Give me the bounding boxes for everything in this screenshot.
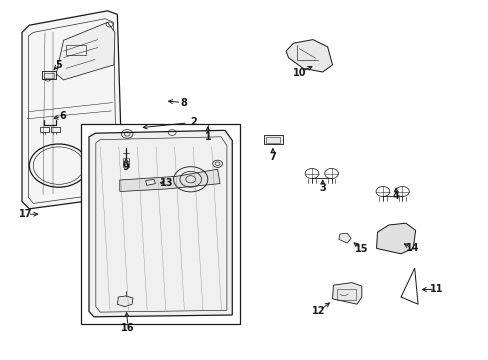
Polygon shape xyxy=(117,296,133,307)
Polygon shape xyxy=(22,11,122,209)
Text: 8: 8 xyxy=(180,98,186,108)
Text: 9: 9 xyxy=(122,162,129,172)
Text: 11: 11 xyxy=(429,284,443,294)
Text: 16: 16 xyxy=(121,323,135,333)
Polygon shape xyxy=(120,169,220,192)
Text: 13: 13 xyxy=(159,178,173,188)
Polygon shape xyxy=(56,22,115,80)
Text: 15: 15 xyxy=(354,244,368,254)
Text: 17: 17 xyxy=(19,209,33,219)
Text: 5: 5 xyxy=(55,60,62,70)
Bar xyxy=(51,127,60,132)
Bar xyxy=(40,127,49,132)
Bar xyxy=(66,45,85,55)
Polygon shape xyxy=(145,179,155,185)
Text: 2: 2 xyxy=(189,117,196,127)
Bar xyxy=(265,137,280,143)
Bar xyxy=(41,71,56,79)
Bar xyxy=(81,124,239,324)
Text: 10: 10 xyxy=(292,68,305,78)
Polygon shape xyxy=(89,130,232,317)
Bar xyxy=(337,289,355,300)
Text: 12: 12 xyxy=(311,306,325,316)
Text: 7: 7 xyxy=(269,152,276,162)
Text: 6: 6 xyxy=(59,111,66,121)
Text: 4: 4 xyxy=(392,191,399,201)
Bar xyxy=(44,73,54,78)
Polygon shape xyxy=(376,223,415,254)
Text: 3: 3 xyxy=(319,183,325,193)
Polygon shape xyxy=(332,283,361,304)
Polygon shape xyxy=(338,233,350,243)
Bar xyxy=(264,135,282,144)
Text: 14: 14 xyxy=(405,243,418,253)
Polygon shape xyxy=(285,40,332,72)
Text: 1: 1 xyxy=(204,132,211,142)
